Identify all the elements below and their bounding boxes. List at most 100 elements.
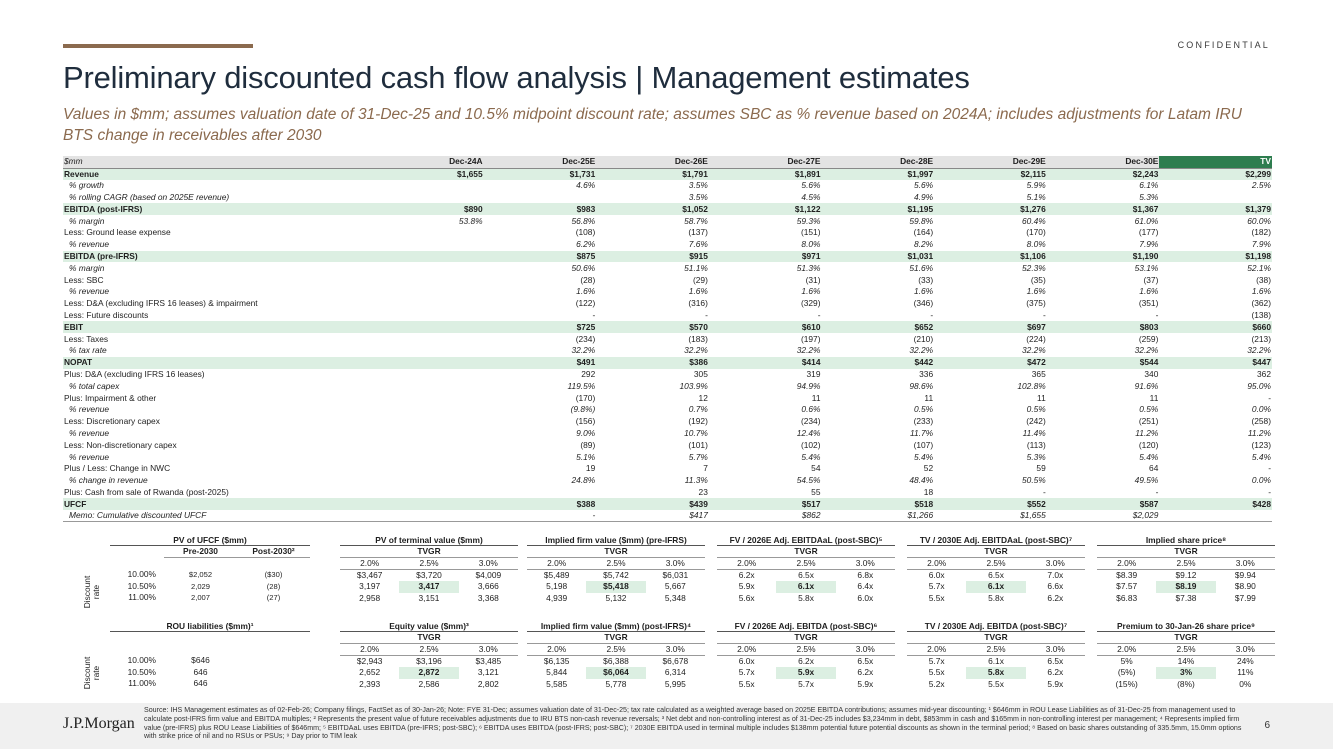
grid-title: TV / 2030E Adj. EBITDAaL (post-SBC)⁷ [907, 534, 1085, 546]
tvgr-value: 3.0% [835, 643, 895, 656]
grid-cell: 4,939 [546, 592, 568, 603]
grid-row: 5.5x 5.8x 6.2x [907, 667, 1085, 679]
dcf-row: Less: SBC (28) (29) (31) (33) (35) (37) (38) [63, 274, 1272, 286]
dcf-cell [371, 192, 484, 204]
dcf-cell: 336 [919, 368, 934, 379]
dcf-cell: (192) [688, 416, 708, 427]
tvgr-value: 2.0% [1097, 643, 1157, 656]
grid-row: 6.2x 6.5x 6.8x [717, 570, 895, 582]
grid-cell: 6.0x [857, 592, 874, 603]
grid-title: PV of terminal value ($mm) [340, 534, 518, 546]
dcf-cell: 292 [581, 368, 596, 379]
dcf-column-header: Dec-29E [934, 156, 1047, 169]
dcf-cell: $544 [1046, 356, 1160, 369]
dcf-row: Plus / Less: Change in NWC 19 7 54 52 59 64 - [63, 463, 1272, 475]
grid-cell: $3,467 [356, 570, 383, 580]
sensitivity-grid: Premium to 30-Jan-26 share price⁹ TVGR 2.0… [1097, 620, 1275, 690]
dcf-cell [371, 416, 484, 428]
dcf-row-label: Plus: Cash from sale of Rwanda (post-202… [64, 486, 229, 497]
dcf-cell: 1.6% [914, 286, 934, 297]
dcf-cell: 11 [1037, 392, 1046, 403]
dcf-cell: 9.0% [576, 427, 596, 438]
dcf-cell: 49.5% [1134, 475, 1159, 486]
dcf-cell [371, 404, 484, 416]
grid-cell: 2,872 [399, 667, 459, 679]
grid-cell: 6.5x [988, 570, 1004, 580]
tvgr-value: 2.5% [1156, 557, 1216, 570]
dcf-cell: $1,891 [708, 168, 822, 180]
grid-cell: 5.9x [776, 667, 836, 679]
dcf-cell: 12 [698, 392, 708, 403]
dcf-row-label: Less: Ground lease expense [64, 227, 171, 238]
dcf-cell: 32.2% [1022, 345, 1046, 356]
grid-row: 6.0x 6.2x 6.5x [717, 656, 895, 668]
tvgr-label: TVGR [527, 546, 705, 558]
tvgr-value: 3.0% [1215, 557, 1275, 570]
grid-cell: 2,958 [359, 592, 381, 603]
grid-cell: 6.2x [857, 667, 874, 678]
grid-row: 2,393 2,586 2,802 [340, 679, 518, 691]
tvgr-value: 3.0% [458, 557, 518, 570]
grid-row: 2,958 3,151 3,368 [340, 593, 518, 605]
grid-cell: 5,844 [546, 667, 568, 678]
grid-cell: $5,489 [543, 570, 570, 580]
dcf-cell: 51.6% [909, 262, 934, 273]
pv-ufcf-col-post: Post-2030² [237, 546, 310, 558]
dcf-cell [371, 286, 484, 298]
grid-cell: 6.4x [857, 581, 874, 592]
dcf-row-label: % growth [69, 180, 104, 191]
dcf-cell: $1,379 [1159, 203, 1272, 216]
dcf-cell: 56.8% [571, 215, 596, 226]
dcf-cell: $587 [1046, 498, 1160, 511]
grid-cell: 6.1x [988, 656, 1004, 666]
dcf-cell: $1,195 [821, 203, 935, 216]
grid-cell: 11% [1237, 667, 1254, 678]
discount-rate-label-bottom: Discount rate [82, 656, 101, 690]
dcf-row: Less: Ground lease expense (108) (137) (151… [63, 227, 1272, 239]
dcf-cell: $1,031 [821, 250, 935, 263]
dcf-row: Less: Non-discretionary capex (89) (101) (1… [63, 439, 1272, 451]
dcf-cell: $1,276 [934, 203, 1047, 216]
dcf-row: NOPAT $491 $386 $414 $442 $472 $544 $447 [63, 356, 1272, 369]
dcf-row-label: Memo: Cumulative discounted UFCF [63, 510, 371, 523]
dcf-cell: 1.6% [1026, 286, 1046, 297]
grid-title: Implied firm value ($mm) (pre-IFRS) [527, 534, 705, 546]
dcf-cell: 5.4% [1251, 451, 1271, 462]
rou-title: ROU liabilities ($mm)¹ [110, 620, 310, 632]
dcf-column-header: TV [1159, 156, 1272, 169]
dcf-cell: 102.8% [1017, 380, 1046, 391]
dcf-row-label: Revenue [63, 168, 371, 180]
dcf-row-label: % total capex [69, 380, 120, 391]
tvgr-value: 2.5% [776, 557, 836, 570]
dcf-cell: $803 [1046, 321, 1160, 334]
dcf-cell: 5.1% [576, 451, 596, 462]
grid-cell: 2,586 [418, 678, 440, 689]
dcf-cell: 54 [811, 463, 821, 474]
dcf-cell: (29) [692, 274, 708, 285]
grid-cell: $8.19 [1156, 581, 1216, 593]
dcf-cell: 5.4% [801, 451, 821, 462]
dcf-cell: 6.2% [576, 239, 596, 250]
tvgr-label: TVGR [907, 632, 1085, 644]
grid-cell: 5% [1120, 656, 1133, 666]
dcf-cell [371, 463, 484, 475]
dcf-cell: 11.2% [1135, 427, 1159, 438]
grid-row: (15%) (8%) 0% [1097, 679, 1275, 691]
dcf-cell: $442 [821, 356, 935, 369]
dcf-cell [371, 498, 484, 511]
dcf-cell: $414 [708, 356, 822, 369]
dcf-cell: (182) [1251, 227, 1271, 238]
discount-rate: 10.00% [127, 655, 156, 666]
dcf-cell [371, 262, 484, 274]
dcf-cell: 1.6% [688, 286, 708, 297]
dcf-row-label: Less: D&A (excluding IFRS 16 leases) & i… [64, 298, 258, 309]
dcf-cell: (156) [575, 416, 596, 427]
dcf-row-label: Less: Future discounts [64, 309, 149, 320]
tvgr-value: 3.0% [1215, 643, 1275, 656]
dcf-row: % revenue (9.8%) 0.7% 0.6% 0.5% 0.5% 0.5% 0.0% [63, 404, 1272, 416]
dcf-cell: 1.6% [1251, 286, 1271, 297]
dcf-cell: (137) [688, 227, 708, 238]
rou-value: $646 [191, 655, 210, 666]
tvgr-value: 2.5% [1156, 643, 1216, 656]
dcf-cell: $491 [483, 356, 597, 369]
